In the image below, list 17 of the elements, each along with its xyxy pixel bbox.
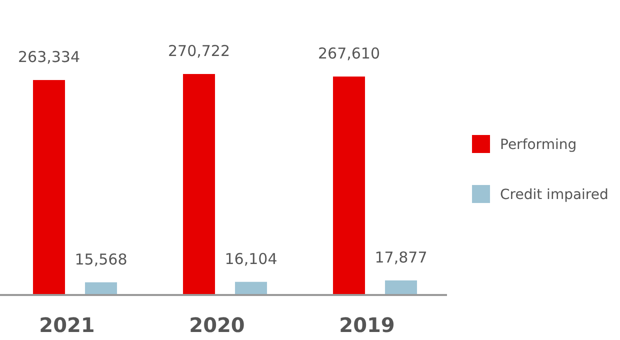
bar xyxy=(85,282,117,295)
legend-label: Credit impaired xyxy=(500,187,608,203)
data-label: 270,722 xyxy=(168,42,230,60)
bar xyxy=(333,76,365,295)
x-tick-label: 2019 xyxy=(339,313,395,337)
x-tick-label: 2021 xyxy=(39,313,95,337)
bar xyxy=(33,80,65,295)
x-tick-label: 2020 xyxy=(189,313,245,337)
data-label: 263,334 xyxy=(18,48,80,66)
data-label: 267,610 xyxy=(318,44,380,63)
legend-label: Performing xyxy=(500,137,577,153)
data-label: 16,104 xyxy=(224,250,278,268)
data-label: 17,877 xyxy=(374,248,428,266)
bar xyxy=(235,282,267,295)
data-label: 15,568 xyxy=(74,250,128,268)
bar xyxy=(183,74,215,295)
bar xyxy=(385,280,417,295)
